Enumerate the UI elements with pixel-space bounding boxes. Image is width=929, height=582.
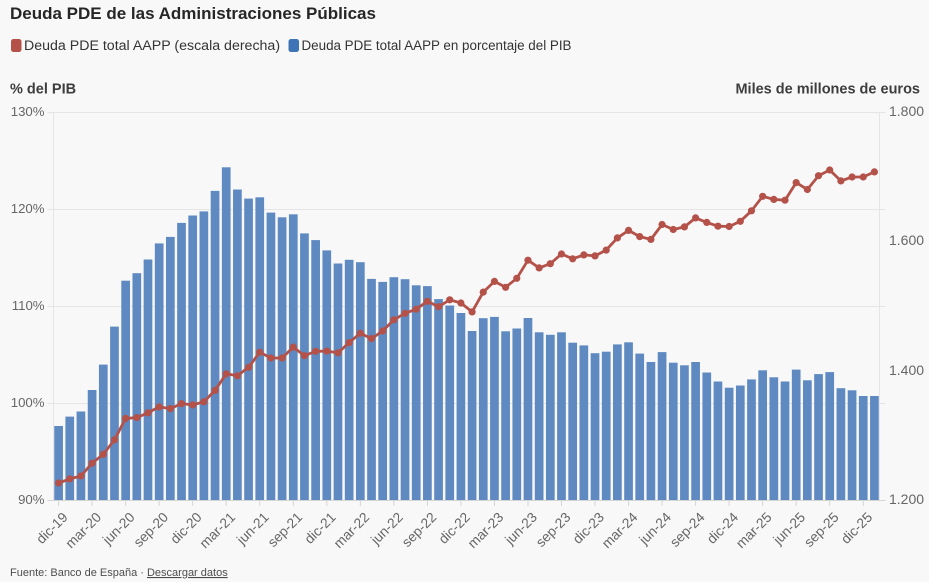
svg-text:Deuda PDE total AAPP en porcen: Deuda PDE total AAPP en porcentaje del P… [302, 38, 572, 53]
svg-text:130%: 130% [11, 104, 45, 119]
svg-text:90%: 90% [18, 492, 45, 507]
svg-text:1.600: 1.600 [889, 232, 924, 248]
svg-text:Deuda PDE total AAPP (escala d: Deuda PDE total AAPP (escala derecha) [24, 38, 280, 54]
svg-text:100%: 100% [11, 395, 45, 410]
svg-text:% del PIB: % del PIB [10, 82, 76, 98]
svg-text:1.200: 1.200 [889, 491, 924, 507]
svg-text:1.400: 1.400 [889, 362, 924, 378]
svg-text:Deuda PDE de las Administracio: Deuda PDE de las Administraciones Públic… [10, 4, 376, 23]
svg-text:Miles de millones de euros: Miles de millones de euros [735, 82, 920, 98]
svg-text:1.800: 1.800 [889, 103, 924, 119]
svg-text:120%: 120% [11, 201, 45, 216]
svg-text:110%: 110% [12, 298, 45, 313]
svg-text:Fuente: Banco de España · Desc: Fuente: Banco de España · Descargar dato… [10, 567, 228, 579]
